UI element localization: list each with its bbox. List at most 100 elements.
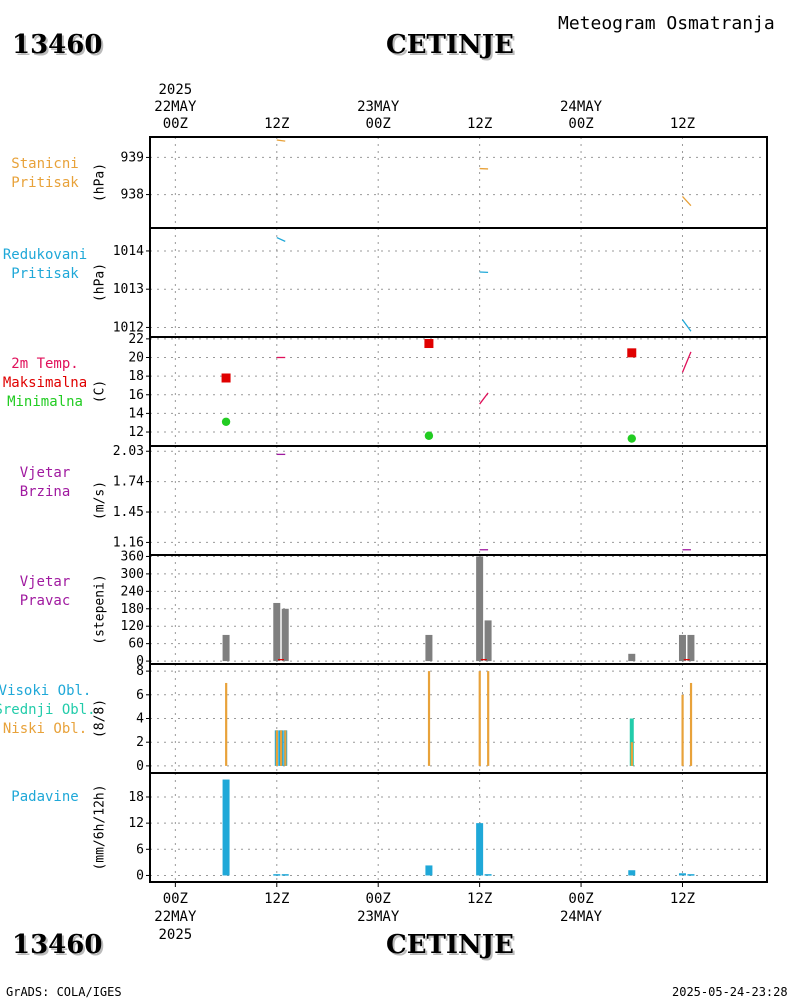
time-label-bottom: 12Z — [670, 891, 695, 907]
bar — [484, 874, 492, 876]
low-cloud-bar — [427, 671, 431, 766]
unit-label: (hPa) — [93, 263, 108, 302]
panel-label: 2m Temp. — [11, 356, 78, 372]
low-cloud-bar — [275, 730, 278, 766]
y-tick-label: 2.03 — [113, 444, 144, 459]
time-label-top: 00Z — [163, 116, 188, 132]
y-tick-label: 1.16 — [113, 535, 144, 550]
date-label-bottom: 22MAY — [154, 909, 197, 925]
time-label-top: 12Z — [467, 116, 492, 132]
bar — [273, 602, 281, 662]
y-tick-label: 938 — [121, 188, 144, 203]
time-label-top: 12Z — [670, 116, 695, 132]
low-cloud-bar — [681, 694, 684, 766]
panel-label: Visoki Obl. — [0, 683, 91, 699]
unit-label: (m/s) — [93, 481, 108, 520]
panel-label: Stanicni — [11, 156, 78, 172]
panel-label: Maksimalna — [3, 375, 87, 391]
year-label-bottom: 2025 — [158, 927, 192, 943]
series-segment — [479, 392, 489, 405]
time-label-top: 00Z — [568, 116, 593, 132]
date-label-top: 23MAY — [357, 99, 400, 115]
y-tick-label: 120 — [121, 619, 144, 634]
panel-label: Redukovani — [3, 247, 87, 263]
series-segment — [681, 351, 692, 373]
bar — [476, 556, 484, 662]
bar — [628, 870, 636, 876]
y-tick-label: 20 — [128, 350, 144, 365]
y-tick-label: 16 — [128, 388, 144, 403]
panel-label: Padavine — [11, 789, 78, 805]
date-label-top: 22MAY — [154, 99, 197, 115]
station-id-bottom: 13460 — [12, 930, 103, 960]
footer-timestamp: 2025-05-24-23:28 — [672, 985, 788, 999]
bar — [425, 865, 433, 876]
y-tick-label: 60 — [128, 637, 144, 652]
y-tick-label: 0 — [136, 654, 144, 669]
low-cloud-bar — [630, 742, 633, 766]
y-tick-label: 1.45 — [113, 505, 144, 520]
series-segment — [681, 319, 692, 332]
bar — [687, 634, 695, 662]
time-label-bottom: 00Z — [163, 891, 188, 907]
station-name-bottom: CETINJE — [386, 930, 514, 960]
min-temp-marker — [627, 434, 636, 443]
time-label-bottom: 12Z — [467, 891, 492, 907]
station-id-top: 13460 — [12, 30, 103, 60]
low-cloud-bar — [487, 671, 490, 766]
low-cloud-bar — [478, 671, 481, 766]
series-segment — [276, 236, 286, 242]
y-tick-label: 4 — [136, 712, 144, 727]
y-tick-label: 22 — [128, 332, 144, 347]
y-tick-label: 12 — [128, 816, 144, 831]
bar — [678, 873, 686, 876]
bar — [476, 823, 484, 876]
station-name-top: CETINJE — [386, 30, 514, 60]
bar — [628, 653, 636, 662]
y-tick-label: 300 — [121, 567, 144, 582]
panel-label: Pravac — [20, 593, 71, 609]
panel-label: Brzina — [20, 484, 71, 500]
y-tick-label: 360 — [121, 549, 144, 564]
max-temp-marker — [424, 339, 434, 349]
series-segment — [276, 139, 286, 142]
y-tick-label: 240 — [121, 584, 144, 599]
unit-label: (stepeni) — [93, 574, 108, 644]
bar — [425, 634, 433, 662]
time-label-bottom: 00Z — [568, 891, 593, 907]
y-tick-label: 12 — [128, 425, 144, 440]
panel-label: Vjetar — [20, 574, 71, 590]
y-tick-label: 2 — [136, 735, 144, 750]
date-label-bottom: 23MAY — [357, 909, 400, 925]
y-tick-label: 18 — [128, 790, 144, 805]
y-tick-label: 8 — [136, 664, 144, 679]
y-tick-label: 1012 — [113, 320, 144, 335]
unit-label: (mm/6h/12h) — [93, 784, 108, 870]
panel-label: Minimalna — [7, 394, 83, 410]
y-tick-label: 180 — [121, 602, 144, 617]
unit-label: (hPa) — [93, 163, 108, 202]
bar — [678, 634, 686, 662]
bar — [222, 634, 230, 662]
y-tick-label: 14 — [128, 406, 144, 421]
unit-label: (8/8) — [93, 699, 108, 738]
low-cloud-bar — [689, 682, 693, 766]
time-label-top: 00Z — [366, 116, 391, 132]
panel-label: Vjetar — [20, 465, 71, 481]
bar — [273, 874, 281, 876]
time-label-bottom: 12Z — [264, 891, 289, 907]
meteogram-subtitle: Meteogram Osmatranja — [558, 13, 775, 34]
low-cloud-bar — [225, 682, 228, 766]
unit-label: (C) — [93, 380, 108, 403]
min-temp-marker — [221, 417, 231, 426]
series-segment — [681, 195, 692, 207]
y-tick-label: 18 — [128, 369, 144, 384]
date-label-bottom: 24MAY — [560, 909, 603, 925]
y-tick-label: 6 — [136, 688, 144, 703]
date-label-top: 24MAY — [560, 99, 603, 115]
bar — [687, 874, 695, 876]
bar — [222, 779, 230, 876]
y-tick-label: 1014 — [113, 244, 144, 259]
footer-credit: GrADS: COLA/IGES — [6, 985, 122, 999]
